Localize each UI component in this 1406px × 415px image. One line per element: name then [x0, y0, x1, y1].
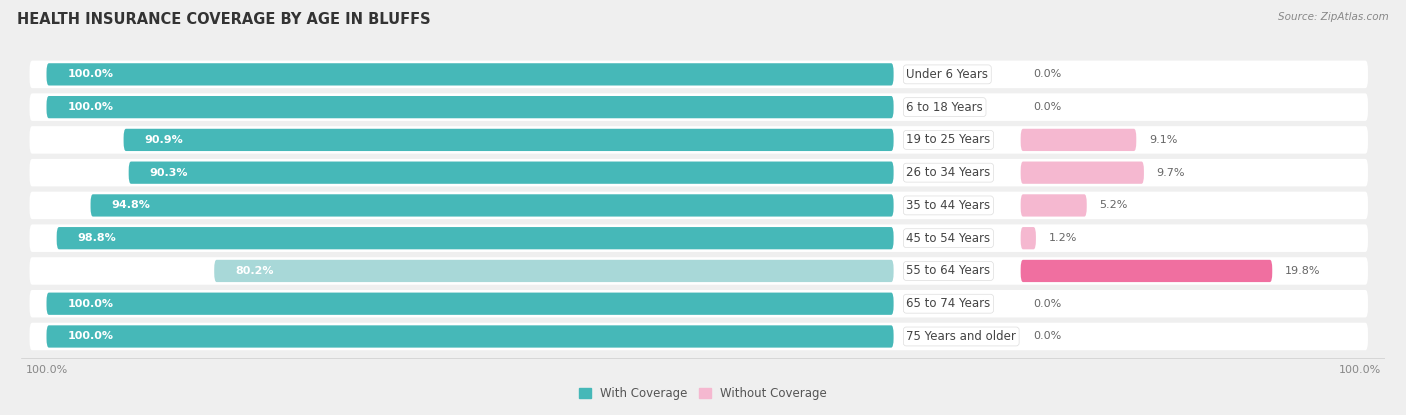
Text: 100.0%: 100.0%: [67, 299, 114, 309]
FancyBboxPatch shape: [30, 192, 1368, 219]
Text: 55 to 64 Years: 55 to 64 Years: [907, 264, 990, 278]
Text: 19.8%: 19.8%: [1285, 266, 1320, 276]
Text: 90.3%: 90.3%: [150, 168, 188, 178]
FancyBboxPatch shape: [90, 194, 894, 217]
Text: 5.2%: 5.2%: [1099, 200, 1128, 210]
Text: 19 to 25 Years: 19 to 25 Years: [907, 133, 991, 146]
Text: Source: ZipAtlas.com: Source: ZipAtlas.com: [1278, 12, 1389, 22]
Text: 80.2%: 80.2%: [235, 266, 274, 276]
FancyBboxPatch shape: [1021, 194, 1087, 217]
Text: 90.9%: 90.9%: [145, 135, 184, 145]
Text: 0.0%: 0.0%: [1033, 69, 1062, 79]
FancyBboxPatch shape: [30, 93, 1368, 121]
Text: 0.0%: 0.0%: [1033, 332, 1062, 342]
FancyBboxPatch shape: [30, 257, 1368, 285]
FancyBboxPatch shape: [1021, 161, 1144, 184]
Text: 6 to 18 Years: 6 to 18 Years: [907, 100, 983, 114]
FancyBboxPatch shape: [1021, 260, 1272, 282]
Text: 98.8%: 98.8%: [77, 233, 117, 243]
Text: 35 to 44 Years: 35 to 44 Years: [907, 199, 990, 212]
Text: HEALTH INSURANCE COVERAGE BY AGE IN BLUFFS: HEALTH INSURANCE COVERAGE BY AGE IN BLUF…: [17, 12, 430, 27]
Text: 65 to 74 Years: 65 to 74 Years: [907, 297, 991, 310]
FancyBboxPatch shape: [46, 293, 894, 315]
FancyBboxPatch shape: [129, 161, 894, 184]
FancyBboxPatch shape: [46, 96, 894, 118]
Text: 0.0%: 0.0%: [1033, 299, 1062, 309]
FancyBboxPatch shape: [30, 225, 1368, 252]
FancyBboxPatch shape: [1021, 129, 1136, 151]
FancyBboxPatch shape: [30, 61, 1368, 88]
FancyBboxPatch shape: [30, 126, 1368, 154]
FancyBboxPatch shape: [46, 325, 894, 348]
FancyBboxPatch shape: [30, 290, 1368, 317]
Text: 9.7%: 9.7%: [1157, 168, 1185, 178]
Text: 45 to 54 Years: 45 to 54 Years: [907, 232, 990, 245]
FancyBboxPatch shape: [1021, 227, 1036, 249]
Text: 26 to 34 Years: 26 to 34 Years: [907, 166, 991, 179]
Text: 100.0%: 100.0%: [67, 102, 114, 112]
FancyBboxPatch shape: [124, 129, 894, 151]
Text: 0.0%: 0.0%: [1033, 102, 1062, 112]
FancyBboxPatch shape: [30, 159, 1368, 186]
Text: 100.0%: 100.0%: [67, 69, 114, 79]
FancyBboxPatch shape: [30, 323, 1368, 350]
FancyBboxPatch shape: [56, 227, 894, 249]
FancyBboxPatch shape: [46, 63, 894, 85]
Legend: With Coverage, Without Coverage: With Coverage, Without Coverage: [574, 383, 832, 405]
Text: 1.2%: 1.2%: [1049, 233, 1077, 243]
Text: 9.1%: 9.1%: [1149, 135, 1177, 145]
Text: Under 6 Years: Under 6 Years: [907, 68, 988, 81]
FancyBboxPatch shape: [214, 260, 894, 282]
Text: 94.8%: 94.8%: [111, 200, 150, 210]
Text: 100.0%: 100.0%: [67, 332, 114, 342]
Text: 75 Years and older: 75 Years and older: [907, 330, 1017, 343]
